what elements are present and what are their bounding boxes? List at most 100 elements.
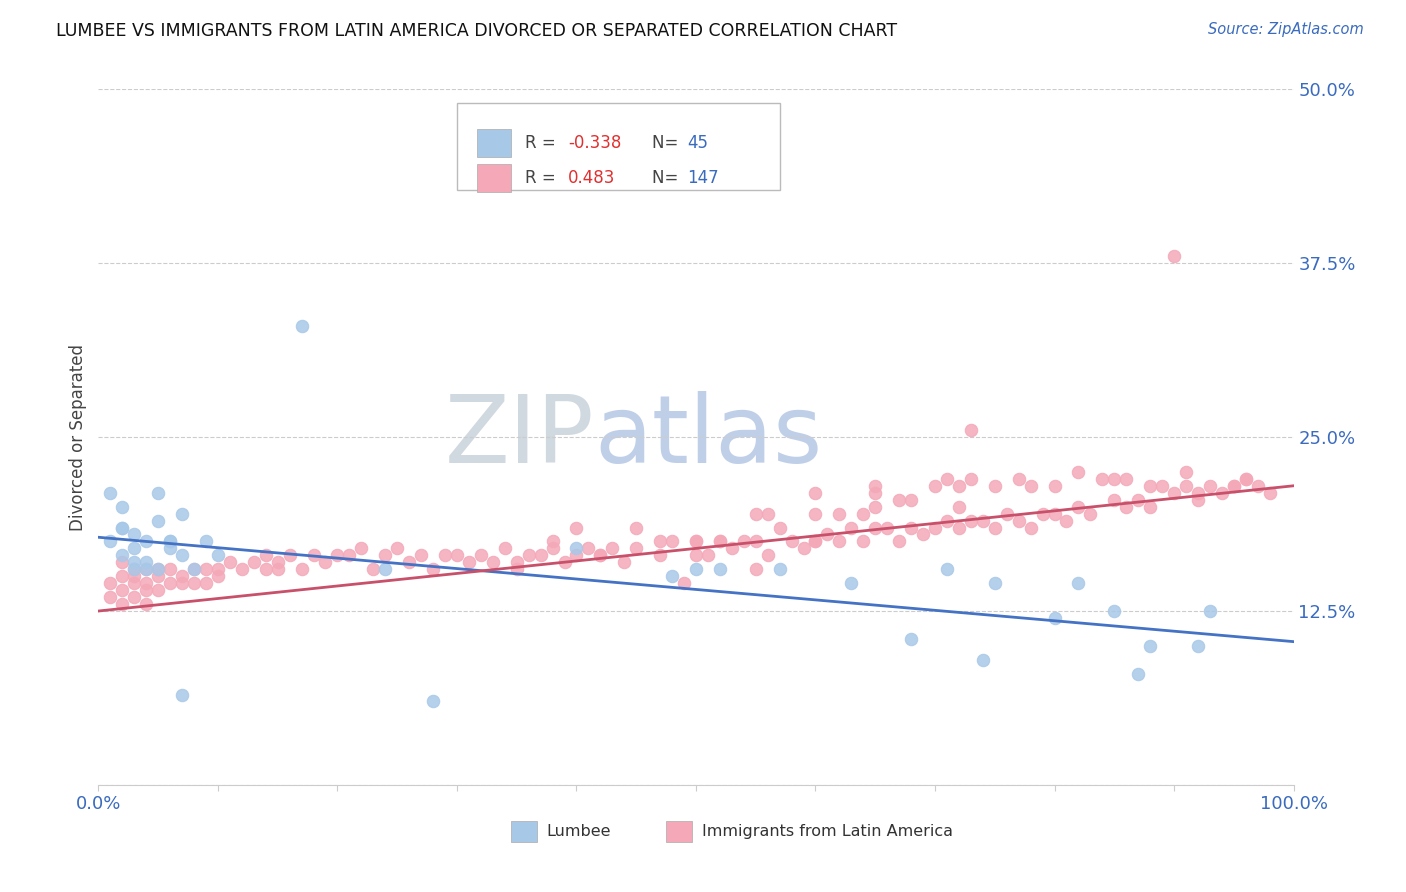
Point xyxy=(135,562,157,576)
Point xyxy=(1234,472,1257,486)
Point xyxy=(972,514,994,528)
Point xyxy=(470,549,492,563)
Point xyxy=(135,555,157,569)
Point xyxy=(780,534,803,549)
Point xyxy=(804,534,827,549)
FancyBboxPatch shape xyxy=(457,103,780,190)
Point xyxy=(124,590,146,604)
Point xyxy=(815,527,838,541)
Point xyxy=(159,541,181,556)
Point xyxy=(326,549,349,563)
Text: Immigrants from Latin America: Immigrants from Latin America xyxy=(702,824,953,839)
Point xyxy=(1223,479,1246,493)
FancyBboxPatch shape xyxy=(477,129,510,157)
Point xyxy=(936,562,959,576)
Point xyxy=(1139,500,1161,514)
Point xyxy=(231,562,253,576)
Point xyxy=(494,541,516,556)
Point xyxy=(793,541,815,556)
Point xyxy=(900,492,922,507)
FancyBboxPatch shape xyxy=(477,164,510,192)
Point xyxy=(1104,492,1126,507)
Point xyxy=(900,632,922,646)
Point xyxy=(661,569,683,583)
Point xyxy=(1199,479,1222,493)
Point xyxy=(948,520,970,534)
Point xyxy=(697,549,720,563)
Point xyxy=(889,534,911,549)
Point xyxy=(865,479,887,493)
Point xyxy=(1234,472,1257,486)
Point xyxy=(267,555,290,569)
Point xyxy=(936,514,959,528)
Point xyxy=(1139,639,1161,653)
Point xyxy=(159,576,181,591)
Point xyxy=(673,576,696,591)
Text: 45: 45 xyxy=(688,134,709,153)
Point xyxy=(1128,666,1150,681)
Point xyxy=(124,555,146,569)
Point xyxy=(565,541,588,556)
Point xyxy=(148,562,170,576)
Point xyxy=(111,500,134,514)
Point xyxy=(648,549,672,563)
Point xyxy=(98,590,122,604)
Point xyxy=(960,423,983,437)
Point xyxy=(446,549,468,563)
Text: Source: ZipAtlas.com: Source: ZipAtlas.com xyxy=(1208,22,1364,37)
Point xyxy=(183,562,205,576)
Point xyxy=(254,549,277,563)
Point xyxy=(948,479,970,493)
Point xyxy=(1056,514,1078,528)
Point xyxy=(733,534,755,549)
Point xyxy=(195,562,218,576)
Point xyxy=(1175,465,1198,479)
Point xyxy=(685,534,707,549)
Point xyxy=(302,549,325,563)
Point xyxy=(172,549,194,563)
Point xyxy=(1091,472,1114,486)
Point xyxy=(541,541,564,556)
Point xyxy=(745,562,768,576)
Point xyxy=(219,555,242,569)
Point xyxy=(207,562,229,576)
Point xyxy=(124,576,146,591)
Point xyxy=(841,520,863,534)
Point xyxy=(124,562,146,576)
Point xyxy=(1163,485,1185,500)
Point xyxy=(398,555,420,569)
Point xyxy=(124,562,146,576)
Point xyxy=(924,520,946,534)
Point xyxy=(422,694,444,708)
Point xyxy=(385,541,409,556)
Text: R =: R = xyxy=(524,134,561,153)
Point xyxy=(841,576,863,591)
Point xyxy=(828,534,851,549)
Point xyxy=(148,569,170,583)
Point xyxy=(148,562,170,576)
Point xyxy=(195,534,218,549)
Point xyxy=(422,562,444,576)
Point xyxy=(172,569,194,583)
Text: Lumbee: Lumbee xyxy=(547,824,612,839)
Point xyxy=(315,555,337,569)
Point xyxy=(278,549,301,563)
Point xyxy=(565,549,588,563)
Point xyxy=(995,507,1018,521)
Point xyxy=(876,520,898,534)
Point xyxy=(804,485,827,500)
FancyBboxPatch shape xyxy=(666,822,692,842)
Point xyxy=(363,562,385,576)
FancyBboxPatch shape xyxy=(510,822,537,842)
Point xyxy=(768,520,790,534)
Point xyxy=(768,562,790,576)
Point xyxy=(984,520,1007,534)
Point xyxy=(111,597,134,611)
Point xyxy=(148,583,170,598)
Point xyxy=(207,549,229,563)
Point xyxy=(1067,576,1090,591)
Point xyxy=(1008,472,1031,486)
Point xyxy=(1152,479,1174,493)
Point xyxy=(98,534,122,549)
Point xyxy=(207,569,229,583)
